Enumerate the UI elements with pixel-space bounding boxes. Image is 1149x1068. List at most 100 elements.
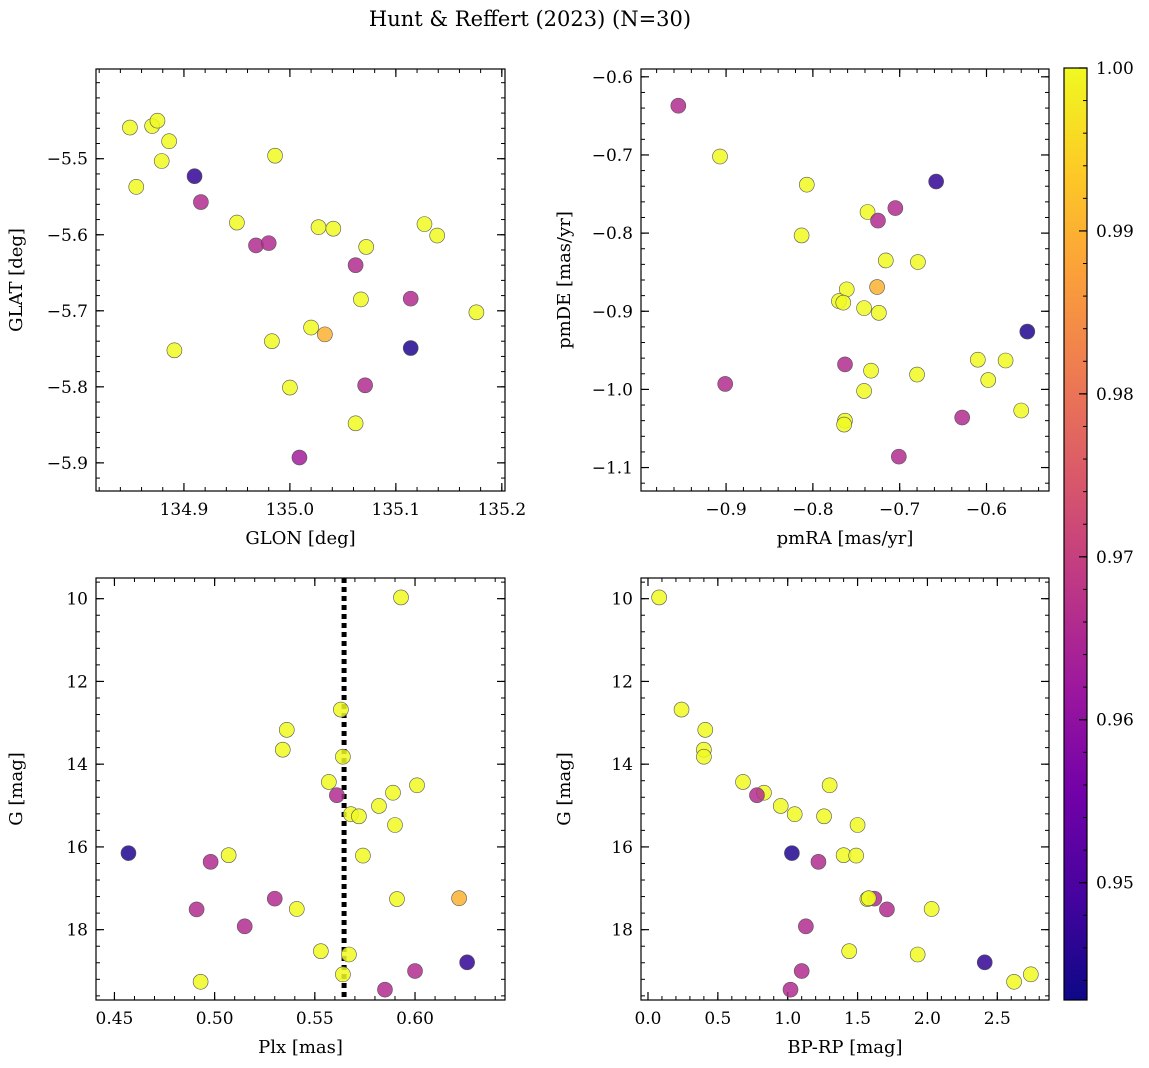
y-tick-label: −5.9: [47, 454, 88, 474]
x-axis-label: Plx [mas]: [258, 1037, 343, 1058]
data-point: [860, 890, 877, 907]
data-point: [673, 701, 690, 718]
data-point: [717, 376, 734, 392]
y-tick-label: 14: [611, 755, 633, 775]
data-point: [188, 901, 205, 918]
data-point: [841, 943, 857, 959]
data-point: [202, 854, 219, 870]
y-tick-label: −5.8: [47, 378, 88, 398]
colorbar-tick-label: 0.99: [1096, 222, 1134, 242]
data-point: [451, 890, 467, 907]
data-point: [282, 379, 298, 396]
data-point: [848, 847, 864, 864]
data-point: [772, 798, 789, 814]
x-tick-label: 2.0: [914, 1009, 941, 1029]
data-point: [837, 356, 853, 373]
y-axis-label: G [mag]: [554, 752, 575, 825]
data-point: [980, 372, 997, 388]
y-tick-label: −0.8: [592, 224, 633, 244]
data-point: [321, 774, 337, 790]
data-point: [923, 901, 940, 917]
x-tick-label: 134.9: [160, 500, 209, 520]
y-tick-label: 14: [66, 755, 88, 775]
data-point: [329, 787, 345, 804]
data-point: [236, 918, 253, 935]
data-point: [288, 901, 305, 917]
data-point: [909, 946, 926, 963]
y-tick-label: −5.6: [47, 226, 88, 246]
y-tick-label: −5.5: [47, 150, 88, 170]
data-point: [651, 589, 667, 606]
x-tick-label: 135.2: [477, 500, 526, 520]
data-point: [697, 722, 714, 738]
panel-pmra-pmde: −0.9 −0.8 −0.7 −0.6 −0.6 −0.7 −0.8 −0.9 −1.0 −1.1…: [554, 68, 1050, 549]
data-point: [909, 366, 925, 383]
data-point: [891, 448, 907, 465]
data-point: [871, 305, 887, 321]
y-tick-label: −1.1: [592, 459, 633, 479]
data-point: [335, 748, 351, 765]
data-point: [128, 179, 145, 195]
data-point: [291, 449, 308, 466]
y-tick-label: 12: [611, 672, 633, 692]
colorbar: 0.95 0.96 0.97 0.98 0.99 1.00: [1063, 59, 1134, 1001]
data-point: [863, 362, 879, 379]
figure-title: Hunt & Reffert (2023) (N=30): [369, 7, 691, 31]
data-point: [371, 798, 387, 814]
data-point: [1006, 973, 1022, 990]
data-point: [260, 235, 277, 251]
data-point: [192, 973, 209, 990]
x-tick-label: −0.7: [879, 500, 920, 520]
y-tick-label: −0.7: [592, 146, 633, 166]
data-point: [393, 589, 409, 606]
data-point: [335, 966, 351, 983]
data-point: [166, 342, 183, 359]
y-axis-label: G [mag]: [6, 752, 27, 825]
data-point: [877, 252, 894, 269]
data-point: [402, 290, 419, 307]
data-point: [387, 817, 403, 833]
x-axis-label: GLON [deg]: [245, 528, 355, 549]
y-tick-label: 10: [611, 590, 633, 610]
data-point: [229, 214, 245, 231]
x-tick-label: 0.45: [96, 1009, 134, 1029]
x-tick-label: 0.60: [396, 1009, 434, 1029]
colorbar-tick-label: 0.96: [1096, 711, 1134, 731]
data-point: [377, 981, 393, 998]
data-point: [347, 257, 364, 273]
data-point: [835, 294, 852, 311]
data-point: [402, 340, 419, 356]
data-point: [879, 901, 895, 918]
data-point: [670, 97, 687, 114]
y-tick-label: −1.0: [592, 380, 633, 400]
y-tick-label: −0.9: [592, 302, 633, 322]
data-point: [389, 891, 405, 907]
data-point: [274, 741, 291, 758]
data-point: [1013, 402, 1030, 419]
data-point: [266, 890, 283, 907]
x-tick-label: −0.9: [705, 500, 746, 520]
x-tick-label: 135.0: [266, 500, 315, 520]
data-point: [459, 954, 475, 971]
x-tick-label: −0.8: [792, 500, 833, 520]
y-axis-label: GLAT [deg]: [6, 228, 27, 332]
colorbar-gradient: [1063, 67, 1088, 1001]
data-point: [816, 808, 832, 825]
x-tick-label: 0.50: [196, 1009, 234, 1029]
colorbar-tick-label: 0.98: [1096, 385, 1134, 405]
plot-frame: [640, 577, 1050, 1001]
data-point: [407, 963, 423, 979]
data-point: [347, 415, 364, 432]
data-point: [910, 254, 926, 270]
data-point: [970, 351, 986, 368]
data-point: [784, 845, 800, 861]
x-axis-label: BP-RP [mag]: [787, 1037, 902, 1058]
data-point: [357, 377, 373, 394]
data-point: [712, 148, 728, 165]
x-tick-label: 0.55: [296, 1009, 334, 1029]
data-point: [351, 808, 367, 825]
y-tick-label: 18: [66, 921, 88, 941]
data-point: [856, 383, 872, 399]
data-point: [859, 204, 876, 220]
